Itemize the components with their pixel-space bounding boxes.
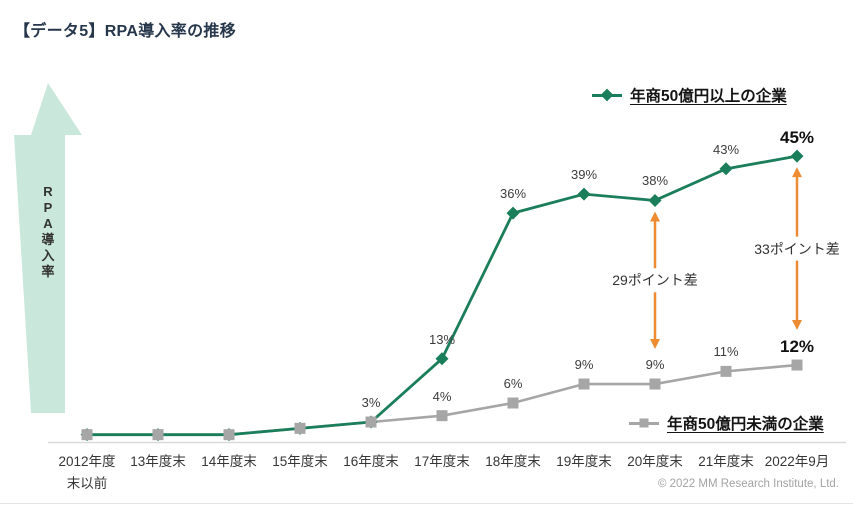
arrowhead-up-icon xyxy=(792,167,802,178)
data-label: 13% xyxy=(428,331,456,347)
arrowhead-down-icon xyxy=(650,339,660,350)
legend-large-label: 年商50億円以上の企業 xyxy=(630,88,787,105)
diamond-marker xyxy=(577,187,591,201)
arrowhead-down-icon xyxy=(792,320,802,331)
square-marker xyxy=(791,359,803,371)
diamond-marker xyxy=(648,193,662,207)
data-label: 3% xyxy=(361,395,381,410)
data-label: 9% xyxy=(574,357,594,373)
bottom-divider xyxy=(0,503,853,504)
square-marker xyxy=(81,429,93,441)
x-tick-label: 21年度末 xyxy=(698,454,754,469)
copyright: © 2022 MM Research Institute, Ltd. xyxy=(657,478,839,490)
arrowhead-up-icon xyxy=(650,211,660,222)
x-tick-label: 18年度末 xyxy=(485,454,541,469)
diamond-marker-icon xyxy=(600,88,614,102)
data-label: 39% xyxy=(570,167,598,183)
green-line-diamond-icon xyxy=(592,88,622,102)
square-marker xyxy=(720,365,732,377)
diamond-marker xyxy=(435,352,449,366)
square-marker xyxy=(507,397,519,409)
data-label: 11% xyxy=(713,344,739,360)
x-tick-label: 16年度末 xyxy=(343,454,399,469)
square-marker xyxy=(436,410,448,422)
difference-label: 33ポイント差 xyxy=(732,238,853,259)
data-label: 6% xyxy=(503,376,523,392)
up-arrow-shape xyxy=(14,83,82,413)
legend-large-companies: 年商50億円以上の企業 xyxy=(592,84,787,106)
data-label: 4% xyxy=(432,388,452,404)
x-tick-label: 19年度末 xyxy=(556,454,612,469)
legend-small-label: 年商50億円未満の企業 xyxy=(667,416,824,433)
x-tick-label: 13年度末 xyxy=(130,454,186,469)
x-tick-label: 20年度末 xyxy=(627,454,683,469)
square-marker xyxy=(365,416,377,428)
data-label: 43% xyxy=(712,141,740,157)
square-marker xyxy=(223,429,235,441)
data-label: 9% xyxy=(645,357,665,373)
x-tick-label: 2022年9月 xyxy=(764,454,830,469)
data-label: 45% xyxy=(779,128,815,148)
data-label: 36% xyxy=(499,186,527,202)
gray-line-square-icon xyxy=(629,418,659,428)
square-marker xyxy=(152,429,164,441)
data-label: 12% xyxy=(779,337,815,357)
diamond-marker xyxy=(790,149,804,163)
diamond-marker xyxy=(719,162,733,176)
x-tick-label: 2012年度 末以前 xyxy=(58,454,116,491)
legend-small-companies: 年商50億円未満の企業 xyxy=(629,412,824,434)
square-marker xyxy=(649,378,661,390)
x-tick-label: 17年度末 xyxy=(414,454,470,469)
rpa-adoption-up-arrow-icon xyxy=(10,83,86,413)
page-title: 【データ5】RPA導入率の推移 xyxy=(14,23,236,40)
square-marker xyxy=(578,378,590,390)
square-marker xyxy=(294,422,306,434)
data-label: 38% xyxy=(641,173,669,189)
x-tick-label: 14年度末 xyxy=(201,454,257,469)
square-marker-icon xyxy=(639,418,649,428)
difference-label: 29ポイント差 xyxy=(590,270,720,291)
x-tick-label: 15年度末 xyxy=(272,454,328,469)
diamond-marker xyxy=(506,206,520,220)
